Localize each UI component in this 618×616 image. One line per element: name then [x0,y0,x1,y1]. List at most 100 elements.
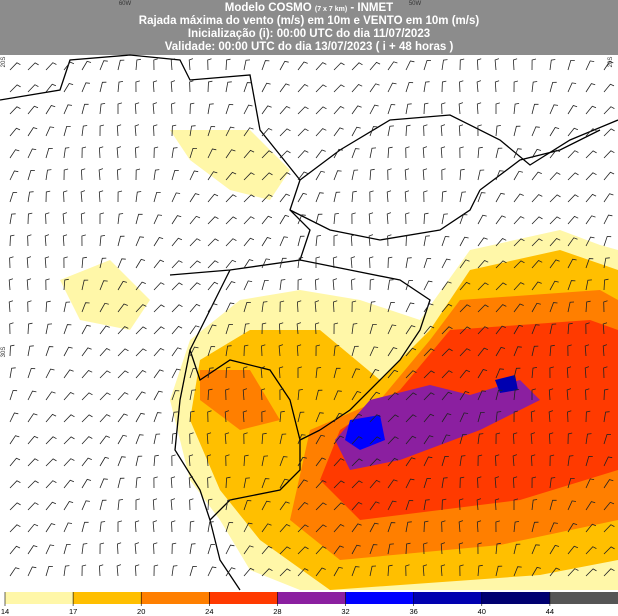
wind-barb [513,238,525,247]
wind-barb [152,102,158,115]
wind-barb [153,282,165,291]
wind-barb [513,282,525,291]
wind-barb [477,390,487,401]
wind-barb [207,476,212,489]
wind-barb [585,478,595,489]
wind-barb [243,522,253,533]
wind-barb [351,84,363,93]
wind-barb [63,256,68,269]
wind-barb [332,256,338,269]
wind-barb [369,346,379,357]
wind-barb [405,347,417,357]
wind-barb [513,324,523,335]
wind-barb [513,566,522,577]
wind-barb [369,256,374,269]
wind-barb [585,150,597,159]
wind-barb [153,146,159,159]
wind-barb [27,148,37,159]
wind-barb [567,105,578,115]
wind-barb [477,260,489,269]
wind-barb [171,542,177,555]
wind-barb [260,388,266,401]
wind-barb [387,500,397,511]
wind-barb [207,238,219,247]
wind-barb [369,414,381,423]
wind-barb [459,304,471,313]
wind-barb [333,170,342,181]
wind-barb [243,259,254,269]
wind-barb [369,147,377,159]
wind-barb [315,367,322,379]
colorbar-segment [209,592,278,604]
wind-barb [477,237,488,247]
wind-barb [369,301,376,313]
wind-barb [207,193,219,203]
wind-barb [531,103,539,115]
wind-barb [81,234,86,247]
wind-barb [27,435,39,445]
wind-barb [261,478,270,489]
wind-barb [297,411,305,423]
wind-barb [585,501,596,511]
wind-barb [279,456,288,467]
wind-barb [459,391,470,401]
wind-barb [531,260,543,269]
wind-barb [243,567,255,577]
wind-barb [495,432,501,445]
wind-barb [297,434,306,445]
wind-barb [117,59,125,71]
wind-barb [171,124,177,137]
title-line: Modelo COSMO (7 x 7 km) - INMET [225,2,393,14]
wind-barb [63,147,70,159]
wind-barb [423,370,435,379]
wind-barb [99,81,107,93]
wind-barb [117,370,129,379]
wind-barb [98,564,104,577]
wind-barb [405,234,411,247]
wind-barb [531,388,536,400]
wind-barb [27,345,34,357]
wind-barb [224,410,230,423]
wind-barb [207,281,219,291]
wind-barb [351,523,362,533]
wind-barb [422,168,428,181]
title: Modelo COSMO [225,2,312,14]
init-time: Inicialização (i): 00:00 UTC do dia 11/0… [188,28,430,40]
wind-barb [459,236,469,247]
wind-barb [405,457,416,467]
wind-barb [98,190,104,203]
wind-barb [189,543,196,555]
wind-barb [423,190,428,203]
wind-barb [81,392,93,401]
wind-barb [26,278,32,291]
wind-barb [27,84,39,93]
wind-barb [423,81,430,93]
wind-barb [153,214,163,225]
wind-barb [279,214,290,225]
wind-barb [440,542,446,555]
wind-barb [153,326,165,335]
wind-barb [350,234,356,247]
wind-barb [531,194,543,203]
wind-barb [171,215,182,225]
wind-barb [531,171,542,181]
wind-barb [603,61,614,71]
wind-barb [99,435,110,445]
wind-barb [8,278,14,291]
wind-barb [243,500,252,511]
wind-barb [495,565,503,577]
wind-barb [63,414,75,423]
wind-barb [153,476,158,489]
wind-barb [135,455,143,467]
borders [0,54,618,591]
wind-barb [333,213,339,225]
wind-barb [63,168,69,181]
wind-barb [297,389,303,401]
wind-barb [153,304,165,313]
colorbar-label: 24 [205,607,213,616]
wind-barb [189,346,199,357]
wind-barb [207,498,213,511]
wind-barb [188,454,194,467]
colorbar-label: 40 [478,607,486,616]
wind-barb [405,392,417,401]
